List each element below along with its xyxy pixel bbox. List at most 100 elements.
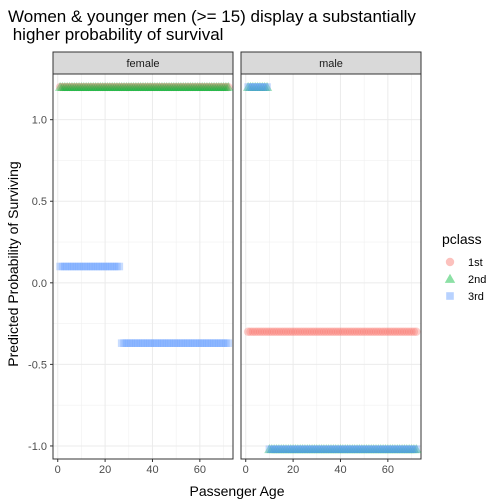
data-point <box>182 81 194 91</box>
data-point <box>76 81 87 91</box>
data-point <box>340 444 351 454</box>
y-axis-title: Predicted Probability of Surviving <box>5 161 21 366</box>
data-point <box>168 81 179 91</box>
data-point <box>120 339 128 347</box>
data-point <box>84 82 93 92</box>
data-point <box>384 445 392 454</box>
data-point <box>179 339 188 347</box>
data-point <box>292 444 304 454</box>
data-point <box>387 444 398 454</box>
data-point <box>378 327 388 336</box>
y-tick-label: -0.5 <box>28 359 47 371</box>
data-point <box>191 339 199 347</box>
data-point <box>305 327 314 336</box>
data-point <box>329 445 338 454</box>
data-point <box>282 445 290 454</box>
data-point <box>351 444 363 454</box>
data-point <box>314 327 324 336</box>
data-point <box>103 262 112 271</box>
data-point <box>311 444 322 454</box>
data-point <box>204 81 215 91</box>
data-point <box>329 327 338 336</box>
data-point <box>71 81 82 91</box>
legend-label: 2nd <box>468 274 486 286</box>
data-point <box>318 444 330 454</box>
data-point <box>129 82 138 92</box>
data-point <box>243 327 253 336</box>
data-point <box>106 262 114 271</box>
data-point <box>187 81 198 91</box>
data-point <box>275 445 283 454</box>
data-point <box>124 82 133 92</box>
data-point <box>188 82 197 92</box>
data-point <box>381 445 390 454</box>
data-point <box>272 445 281 454</box>
data-point <box>73 81 85 91</box>
data-point <box>216 82 226 92</box>
data-point <box>381 327 390 336</box>
data-point <box>82 262 90 271</box>
data-point <box>376 445 385 454</box>
facet-strip-label: male <box>319 58 343 70</box>
data-point <box>78 81 89 91</box>
data-point <box>269 327 279 336</box>
data-point <box>337 444 349 454</box>
data-point <box>145 82 155 92</box>
data-point <box>141 82 150 92</box>
data-point <box>291 327 300 336</box>
series-female-2nd <box>54 81 234 91</box>
data-point <box>324 327 333 336</box>
data-point <box>183 82 193 92</box>
data-point <box>87 262 95 271</box>
data-point <box>175 81 187 91</box>
data-point <box>347 444 358 454</box>
data-point <box>136 339 145 347</box>
data-point <box>117 339 126 347</box>
data-point <box>60 82 70 92</box>
data-point <box>403 444 415 454</box>
data-point <box>393 327 402 336</box>
data-point <box>160 82 169 92</box>
data-point <box>376 327 385 336</box>
data-point <box>284 327 293 336</box>
data-point <box>213 81 224 91</box>
data-point <box>354 444 365 454</box>
data-point <box>368 444 379 454</box>
data-point <box>267 327 276 336</box>
data-point <box>77 262 86 271</box>
data-point <box>162 339 171 347</box>
data-point <box>298 327 307 336</box>
data-point <box>267 445 276 454</box>
data-point <box>86 82 96 92</box>
data-point <box>344 444 356 454</box>
data-point <box>412 445 421 454</box>
data-point <box>219 339 228 347</box>
data-point <box>266 444 277 454</box>
data-point <box>248 327 258 336</box>
data-point <box>293 327 303 336</box>
data-point <box>75 262 83 271</box>
data-point <box>395 445 404 454</box>
legend-title: pclass <box>442 231 482 247</box>
data-point <box>189 81 201 91</box>
data-point <box>343 445 352 454</box>
data-point <box>250 81 261 91</box>
data-point <box>317 445 326 454</box>
data-point <box>151 339 159 347</box>
data-point <box>249 83 257 91</box>
series-female-1st <box>55 82 233 92</box>
data-point <box>310 445 319 454</box>
series-female-3rd <box>56 262 124 271</box>
data-point <box>400 445 409 454</box>
facet-panels: female male <box>52 51 422 460</box>
data-point <box>211 81 222 91</box>
data-point <box>304 444 315 454</box>
data-point <box>64 81 75 91</box>
y-tick-label: 0.5 <box>32 196 47 208</box>
data-point <box>295 444 306 454</box>
data-point <box>285 444 296 454</box>
data-point <box>392 444 403 454</box>
data-point <box>308 445 316 454</box>
x-tick-label: 40 <box>334 464 346 476</box>
